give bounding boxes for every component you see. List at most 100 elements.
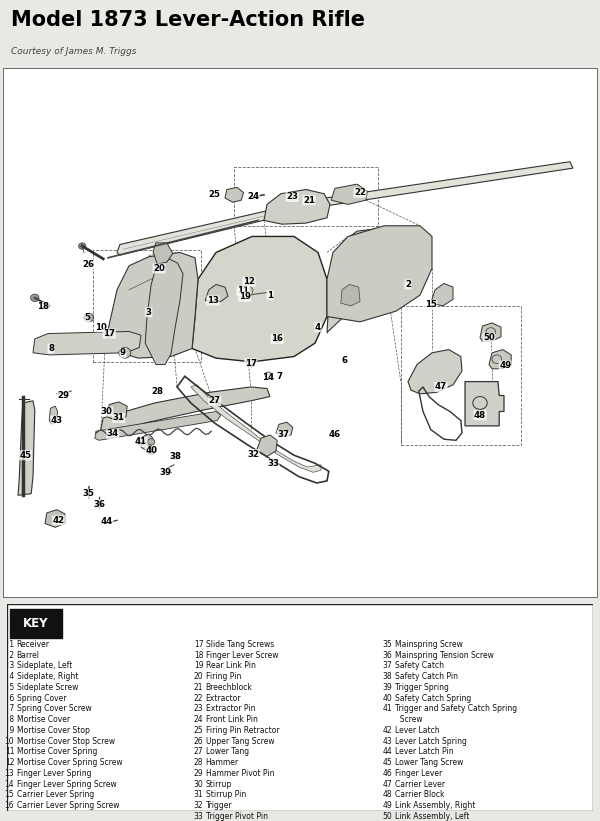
Polygon shape xyxy=(45,510,65,527)
Text: 3: 3 xyxy=(146,308,152,317)
Circle shape xyxy=(106,330,113,337)
Text: 47: 47 xyxy=(383,780,392,789)
Text: 18: 18 xyxy=(194,650,203,659)
Text: 43: 43 xyxy=(383,736,392,745)
Text: Finger Lever Spring Screw: Finger Lever Spring Screw xyxy=(17,780,116,789)
Text: 50: 50 xyxy=(383,812,392,821)
Text: 35: 35 xyxy=(383,640,392,649)
Text: Mortise Cover Stop: Mortise Cover Stop xyxy=(17,726,89,735)
Text: Spring Cover: Spring Cover xyxy=(17,694,66,703)
Circle shape xyxy=(115,415,122,421)
Text: Lower Tang: Lower Tang xyxy=(206,747,249,756)
Circle shape xyxy=(274,336,281,342)
Text: 27: 27 xyxy=(194,747,203,756)
Polygon shape xyxy=(117,162,573,255)
Text: Sideplate, Left: Sideplate, Left xyxy=(17,662,72,671)
Text: KEY: KEY xyxy=(23,617,49,631)
Text: Barrel: Barrel xyxy=(17,650,40,659)
Text: Stirrup: Stirrup xyxy=(206,780,232,789)
Text: 5: 5 xyxy=(84,313,90,322)
Polygon shape xyxy=(145,258,183,365)
Polygon shape xyxy=(141,433,153,450)
Text: 25: 25 xyxy=(209,190,221,200)
Text: 37: 37 xyxy=(383,662,392,671)
Polygon shape xyxy=(257,435,277,456)
Text: 24: 24 xyxy=(247,192,259,201)
Text: 47: 47 xyxy=(435,383,447,392)
Text: Lower Tang Screw: Lower Tang Screw xyxy=(395,758,463,767)
Text: 42: 42 xyxy=(53,516,65,525)
Text: 12: 12 xyxy=(243,277,255,287)
Text: 7: 7 xyxy=(7,704,14,713)
Text: 46: 46 xyxy=(383,769,392,778)
Text: Front Link Pin: Front Link Pin xyxy=(206,715,257,724)
Text: 2: 2 xyxy=(405,280,411,289)
Circle shape xyxy=(265,372,272,378)
Text: 28: 28 xyxy=(194,758,203,767)
Circle shape xyxy=(172,453,179,460)
Text: Extractor Pin: Extractor Pin xyxy=(206,704,255,713)
Text: Finger Lever Screw: Finger Lever Screw xyxy=(206,650,278,659)
Text: 36: 36 xyxy=(93,500,105,509)
Text: 16: 16 xyxy=(271,334,283,343)
Text: Hammer: Hammer xyxy=(206,758,239,767)
Text: 40: 40 xyxy=(383,694,392,703)
FancyBboxPatch shape xyxy=(10,609,62,639)
Text: 11: 11 xyxy=(237,287,249,296)
Text: Finger Lever: Finger Lever xyxy=(395,769,442,778)
Polygon shape xyxy=(49,406,58,424)
Text: 5: 5 xyxy=(7,683,14,692)
Text: 36: 36 xyxy=(383,650,392,659)
Polygon shape xyxy=(240,284,253,298)
Text: 44: 44 xyxy=(101,517,113,526)
Text: 45: 45 xyxy=(383,758,392,767)
Polygon shape xyxy=(264,190,330,224)
Circle shape xyxy=(148,438,155,445)
Text: 14: 14 xyxy=(262,374,274,383)
Polygon shape xyxy=(327,226,432,322)
Text: 50: 50 xyxy=(483,333,495,342)
Text: Trigger and Safety Catch Spring: Trigger and Safety Catch Spring xyxy=(395,704,517,713)
Text: 1: 1 xyxy=(7,640,14,649)
Text: Mainspring Tension Screw: Mainspring Tension Screw xyxy=(395,650,494,659)
Text: Firing Pin Retractor: Firing Pin Retractor xyxy=(206,726,280,735)
Text: 26: 26 xyxy=(83,259,95,268)
Text: 37: 37 xyxy=(277,430,289,439)
Text: 30: 30 xyxy=(101,407,113,416)
Polygon shape xyxy=(192,236,327,362)
Text: 33: 33 xyxy=(194,812,203,821)
Text: 26: 26 xyxy=(194,736,203,745)
Text: 13: 13 xyxy=(207,296,219,305)
Text: 31: 31 xyxy=(113,414,125,422)
Text: 38: 38 xyxy=(383,672,392,681)
Polygon shape xyxy=(18,401,35,495)
Text: Carrier Lever Spring: Carrier Lever Spring xyxy=(17,791,94,800)
Polygon shape xyxy=(489,350,511,369)
Text: 8: 8 xyxy=(48,344,54,353)
Polygon shape xyxy=(327,227,426,333)
Text: Mortise Cover: Mortise Cover xyxy=(17,715,70,724)
Text: 44: 44 xyxy=(383,747,392,756)
Polygon shape xyxy=(408,350,462,394)
Text: 25: 25 xyxy=(194,726,203,735)
Text: Trigger: Trigger xyxy=(206,801,232,810)
Circle shape xyxy=(105,330,113,337)
Text: 29: 29 xyxy=(194,769,203,778)
Text: 20: 20 xyxy=(153,264,165,273)
Circle shape xyxy=(147,447,155,455)
Text: 22: 22 xyxy=(194,694,203,703)
Text: 4: 4 xyxy=(315,323,321,332)
Text: 9: 9 xyxy=(7,726,14,735)
Polygon shape xyxy=(105,252,198,358)
Polygon shape xyxy=(225,187,244,202)
Circle shape xyxy=(148,447,155,454)
Polygon shape xyxy=(191,385,321,472)
Text: Trigger Spring: Trigger Spring xyxy=(395,683,449,692)
Text: Firing Pin: Firing Pin xyxy=(206,672,241,681)
Text: Upper Tang Screw: Upper Tang Screw xyxy=(206,736,274,745)
Text: 1: 1 xyxy=(267,291,273,300)
Text: 11: 11 xyxy=(5,747,14,756)
Text: 3: 3 xyxy=(7,662,14,671)
Circle shape xyxy=(137,438,145,445)
Polygon shape xyxy=(465,382,504,426)
